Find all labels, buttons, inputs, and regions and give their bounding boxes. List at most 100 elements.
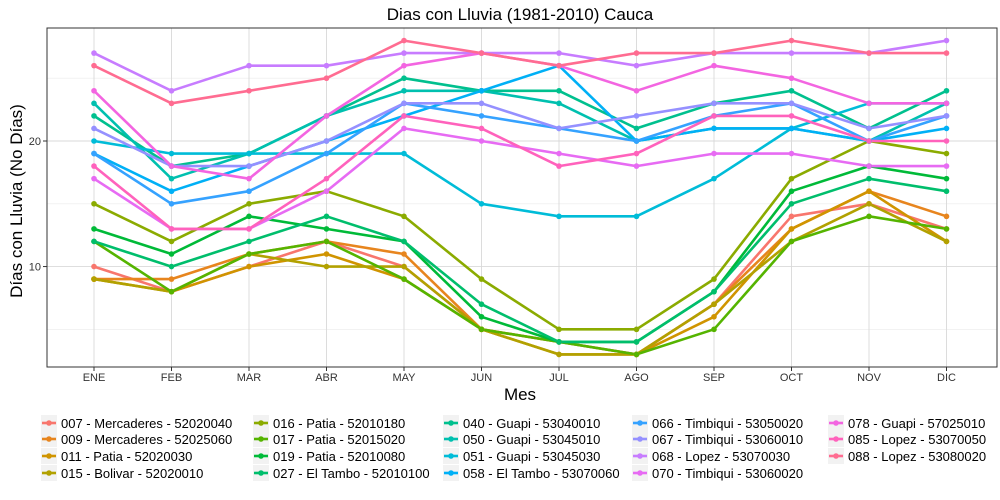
data-point [788, 188, 795, 195]
legend-label: 019 - Patia - 52010080 [273, 449, 405, 464]
legend-item: 011 - Patia - 52020030 [41, 448, 192, 464]
data-point [91, 113, 97, 119]
data-point [943, 113, 950, 119]
series-line [93, 114, 947, 231]
x-tick-label: DIC [937, 372, 956, 384]
x-tick-label: JUN [471, 372, 492, 384]
data-point [91, 138, 97, 144]
x-tick-label: ABR [315, 372, 338, 384]
data-point [323, 226, 330, 232]
data-point [401, 100, 407, 107]
legend-label: 009 - Mercaderes - 52025060 [61, 432, 232, 447]
data-point [788, 87, 795, 94]
data-point [478, 138, 485, 144]
legend-item: 009 - Mercaderes - 52025060 [41, 431, 232, 447]
data-point [91, 263, 97, 270]
series-line [93, 64, 947, 193]
data-point [556, 213, 562, 220]
legend-item: 040 - Guapi - 53040010 [443, 415, 600, 431]
data-point [323, 263, 330, 270]
data-point [246, 263, 252, 270]
data-point [246, 251, 252, 257]
data-point [633, 125, 640, 132]
legend-point [448, 470, 454, 476]
data-point [91, 150, 97, 157]
legend-point [46, 470, 52, 476]
data-point [401, 276, 407, 282]
legend-point [448, 436, 454, 442]
legend-label: 050 - Guapi - 53045010 [463, 432, 600, 447]
data-point [711, 62, 717, 69]
data-point [401, 87, 407, 94]
legend-item: 088 - Lopez - 53080020 [828, 448, 986, 464]
data-point [168, 288, 175, 295]
data-point [91, 125, 97, 132]
legend-item: 070 - Timbiqui - 53060020 [632, 465, 803, 481]
data-point [866, 175, 872, 182]
legend-label: 085 - Lopez - 53070050 [848, 432, 986, 447]
series-line [93, 102, 947, 218]
data-point [401, 238, 407, 245]
data-point [788, 37, 795, 44]
data-point [246, 87, 252, 94]
data-point [91, 100, 97, 107]
legend-point [637, 436, 643, 442]
data-point [943, 125, 950, 132]
legend-label: 016 - Patia - 52010180 [273, 416, 405, 431]
data-point [866, 188, 872, 195]
data-point [323, 62, 330, 69]
legend-point [637, 470, 643, 476]
data-point [633, 87, 640, 94]
series-line [93, 177, 947, 344]
series-points [91, 37, 950, 358]
data-point [323, 75, 330, 82]
series-line [93, 215, 947, 356]
legend-point [637, 420, 643, 426]
legend-label: 070 - Timbiqui - 53060020 [652, 466, 803, 481]
data-point [556, 100, 562, 107]
data-point [711, 113, 717, 119]
y-tick-label: 20 [29, 136, 41, 148]
data-point [633, 50, 640, 56]
chart-title: Dias con Lluvia (1981-2010) Cauca [387, 5, 654, 24]
data-point [168, 150, 175, 157]
legend-item: 019 - Patia - 52010080 [253, 448, 405, 464]
data-point [866, 163, 872, 169]
data-point [866, 50, 872, 56]
legend-label: 088 - Lopez - 53080020 [848, 449, 986, 464]
data-point [788, 238, 795, 245]
x-axis-title: Mes [504, 385, 536, 404]
data-point [323, 113, 330, 119]
data-point [168, 226, 175, 232]
legend-point [258, 470, 264, 476]
legend-point [637, 453, 643, 459]
data-point [556, 163, 562, 169]
data-point [556, 339, 562, 345]
legend-label: 011 - Patia - 52020030 [61, 449, 192, 464]
series-line [93, 164, 947, 344]
data-point [556, 125, 562, 132]
series-line [93, 39, 947, 93]
data-point [401, 75, 407, 82]
legend-item: 067 - Timbiqui - 53060010 [632, 431, 803, 447]
data-point [323, 188, 330, 195]
data-point [711, 276, 717, 282]
legend-item: 078 - Guapi - 57025010 [828, 415, 985, 431]
data-point [633, 138, 640, 144]
data-point [633, 150, 640, 157]
data-point [788, 100, 795, 107]
data-point [401, 62, 407, 69]
data-point [943, 175, 950, 182]
data-point [246, 163, 252, 169]
data-point [91, 50, 97, 56]
data-point [168, 238, 175, 245]
data-point [246, 213, 252, 220]
legend-label: 017 - Patia - 52015020 [273, 432, 405, 447]
legend-point [448, 420, 454, 426]
legend-point [46, 420, 52, 426]
legend-label: 068 - Lopez - 53070030 [652, 449, 790, 464]
legend-item: 058 - El Tambo - 53070060 [443, 465, 620, 481]
data-point [711, 326, 717, 333]
